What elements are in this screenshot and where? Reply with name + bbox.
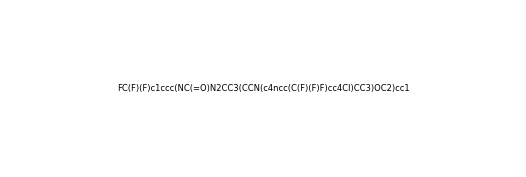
Text: FC(F)(F)c1ccc(NC(=O)N2CC3(CCN(c4ncc(C(F)(F)F)cc4Cl)CC3)OC2)cc1: FC(F)(F)c1ccc(NC(=O)N2CC3(CCN(c4ncc(C(F)…: [117, 84, 409, 93]
